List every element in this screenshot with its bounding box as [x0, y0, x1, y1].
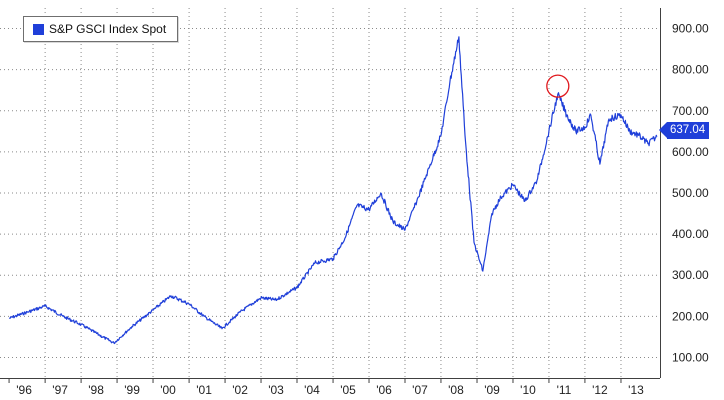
x-tick-label: '04 — [304, 383, 320, 397]
annotation-layer — [546, 74, 570, 98]
y-tick-label: 600.00 — [672, 145, 709, 159]
y-tick-label: 800.00 — [672, 63, 709, 77]
y-tick-label: 300.00 — [672, 268, 709, 282]
x-tick-label: '10 — [520, 383, 536, 397]
x-tick-label: '99 — [124, 383, 140, 397]
x-tick-label: '08 — [448, 383, 464, 397]
x-tick-label: '09 — [484, 383, 500, 397]
x-tick-label: '00 — [160, 383, 176, 397]
y-tick-label: 200.00 — [672, 309, 709, 323]
y-axis: 900.00 800.00 700.00 600.00 500.00 400.00 300.… — [660, 8, 709, 378]
legend-swatch — [33, 23, 44, 35]
grid-lines — [0, 8, 660, 378]
x-axis: '96 '97 '98 '99 '00 '01 '02 '03 '04 '05 '06 '07 '08 '… — [0, 378, 660, 397]
y-tick-label: 400.00 — [672, 227, 709, 241]
x-tick-label: '01 — [196, 383, 212, 397]
last-value-label: 637.04 — [658, 122, 710, 139]
x-tick-label: '98 — [88, 383, 104, 397]
x-tick-label: '96 — [16, 383, 32, 397]
x-tick-label: '11 — [557, 383, 572, 397]
x-tick-label: '12 — [592, 383, 608, 397]
x-tick-label: '07 — [412, 383, 428, 397]
highlight-circle — [546, 74, 570, 98]
series-layer — [8, 36, 658, 345]
chart-legend: S&P GSCI Index Spot — [23, 16, 178, 42]
x-tick-label: '06 — [376, 383, 392, 397]
legend-label: S&P GSCI Index Spot — [49, 22, 167, 36]
series-line — [8, 36, 658, 345]
x-tick-label: '03 — [268, 383, 284, 397]
x-tick-label: '13 — [628, 383, 644, 397]
y-tick-label: 500.00 — [672, 186, 709, 200]
x-tick-label: '05 — [340, 383, 356, 397]
y-tick-label: 700.00 — [672, 104, 709, 118]
x-tick-label: '02 — [232, 383, 248, 397]
y-tick-label: 900.00 — [672, 22, 709, 36]
x-tick-label: '97 — [52, 383, 68, 397]
y-tick-label: 100.00 — [672, 350, 709, 364]
